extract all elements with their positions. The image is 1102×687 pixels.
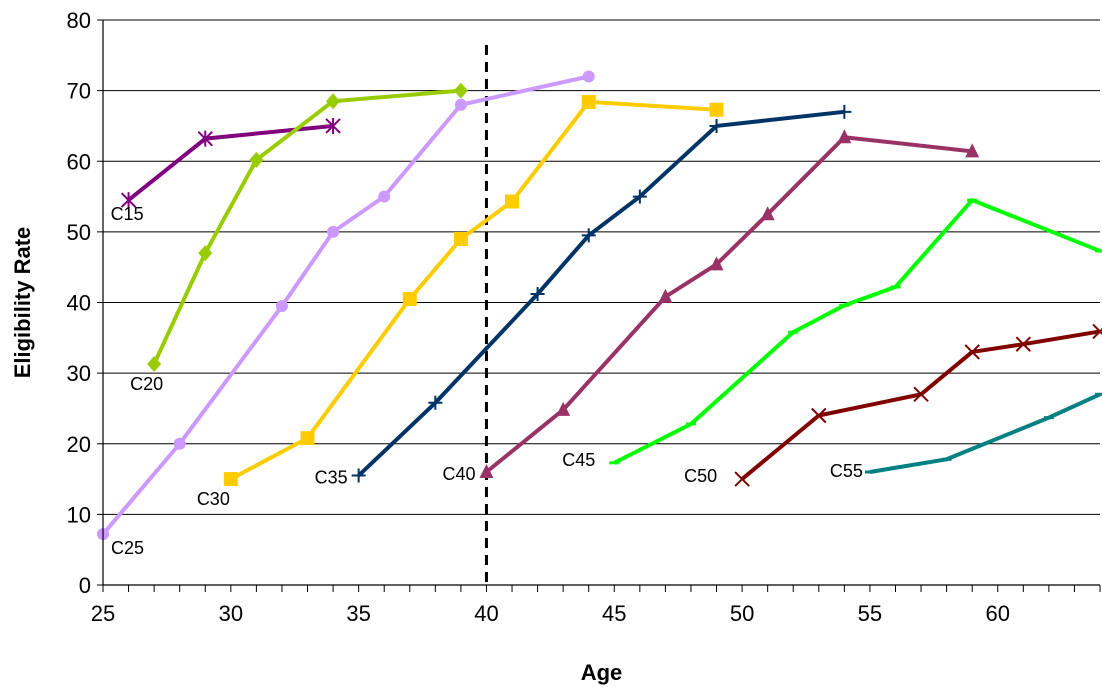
series-label-c35: C35: [315, 468, 348, 488]
data-point-c30: [223, 472, 238, 487]
data-point-c20: [147, 355, 162, 372]
data-point-c30: [505, 194, 520, 209]
series-labels: C15 C20 C25 C30 C35 C40 C45 C50 C55: [111, 204, 863, 558]
data-point-c50: [811, 407, 827, 424]
data-point-c15: [120, 192, 137, 209]
y-tick-label: 0: [79, 573, 91, 598]
data-point-c50: [734, 471, 750, 487]
data-point-c20: [249, 151, 264, 168]
series-label-c15: C15: [111, 204, 144, 224]
data-point-c40: [760, 206, 775, 221]
data-point-c40: [965, 143, 980, 158]
series-line-c20: [152, 88, 462, 365]
gridlines: [103, 19, 1100, 515]
series-c40: [479, 129, 980, 478]
data-point-c35: [632, 189, 647, 204]
y-axis-title: Eligibility Rate: [10, 227, 35, 379]
data-point-c35: [581, 228, 596, 243]
series-c55: [864, 392, 1102, 474]
data-point-c20: [453, 82, 468, 99]
series-label-c40: C40: [442, 464, 475, 484]
data-point-c50: [913, 386, 929, 403]
series-label-c25: C25: [111, 538, 144, 558]
series-c45: [609, 198, 1102, 465]
y-tick-label: 10: [67, 502, 91, 527]
y-tick-label: 40: [67, 291, 91, 316]
data-point-c35: [837, 104, 852, 119]
data-point-c40: [658, 288, 673, 303]
data-point-c25: [378, 190, 391, 203]
x-tick-label: 35: [346, 601, 370, 626]
data-point-c25: [582, 70, 595, 83]
data-point-c30: [300, 431, 315, 446]
data-point-c50: [964, 344, 980, 360]
y-tick-label: 20: [67, 432, 91, 457]
data-point-c30: [709, 102, 724, 117]
x-axis-title: Age: [581, 660, 623, 685]
data-point-c50: [1092, 323, 1102, 340]
x-tick-label: 25: [91, 601, 115, 626]
series-line-c55: [869, 392, 1101, 474]
series-line-c25: [101, 74, 590, 536]
data-point-c25: [327, 225, 340, 238]
data-point-c25: [173, 437, 186, 450]
series-label-c45: C45: [562, 450, 595, 470]
x-tick-label: 40: [474, 601, 498, 626]
data-point-c35: [428, 395, 443, 410]
data-point-c40: [709, 256, 724, 271]
series-line-c35: [357, 109, 845, 477]
y-tick-label: 50: [67, 220, 91, 245]
y-tick-label: 70: [67, 79, 91, 104]
data-point-c40: [837, 129, 852, 144]
data-point-c20: [198, 245, 213, 262]
ticks: 0 10 20 30 40 50 60 70 80 25 30 35 40 45 50 55 60: [67, 8, 1101, 626]
series-line-c50: [740, 329, 1101, 481]
series-c50: [734, 323, 1102, 487]
data-point-c30: [453, 231, 468, 246]
data-point-c15: [197, 130, 213, 147]
x-tick-label: 60: [986, 601, 1010, 626]
series-label-c50: C50: [684, 466, 717, 486]
series-c15: [120, 117, 341, 209]
series-c25: [97, 70, 595, 541]
series-label-c20: C20: [130, 374, 163, 394]
x-tick-label: 45: [602, 601, 626, 626]
series-group: [97, 70, 1102, 541]
series-label-c55: C55: [830, 461, 863, 481]
data-point-c35: [530, 287, 545, 302]
data-point-c35: [351, 468, 366, 483]
series-line-c30: [229, 99, 717, 481]
y-tick-label: 80: [67, 8, 91, 33]
data-point-c40: [556, 401, 571, 416]
series-label-c30: C30: [197, 489, 230, 509]
data-point-c35: [709, 118, 724, 133]
data-point-c20: [326, 93, 341, 110]
series-line-c40: [485, 135, 973, 474]
x-tick-label: 30: [219, 601, 243, 626]
series-c35: [351, 104, 852, 483]
y-tick-label: 30: [67, 361, 91, 386]
data-point-c15: [325, 117, 341, 134]
data-point-c40: [479, 464, 494, 478]
series-c20: [147, 82, 468, 372]
data-point-c25: [454, 98, 467, 111]
data-point-c30: [402, 291, 417, 306]
series-c30: [223, 94, 724, 487]
y-tick-label: 60: [67, 149, 91, 174]
data-point-c30: [581, 94, 596, 109]
data-point-c50: [1015, 336, 1032, 352]
x-tick-label: 55: [858, 601, 882, 626]
x-tick-label: 50: [730, 601, 754, 626]
series-line-c15: [127, 123, 334, 202]
data-point-c25: [275, 300, 288, 313]
